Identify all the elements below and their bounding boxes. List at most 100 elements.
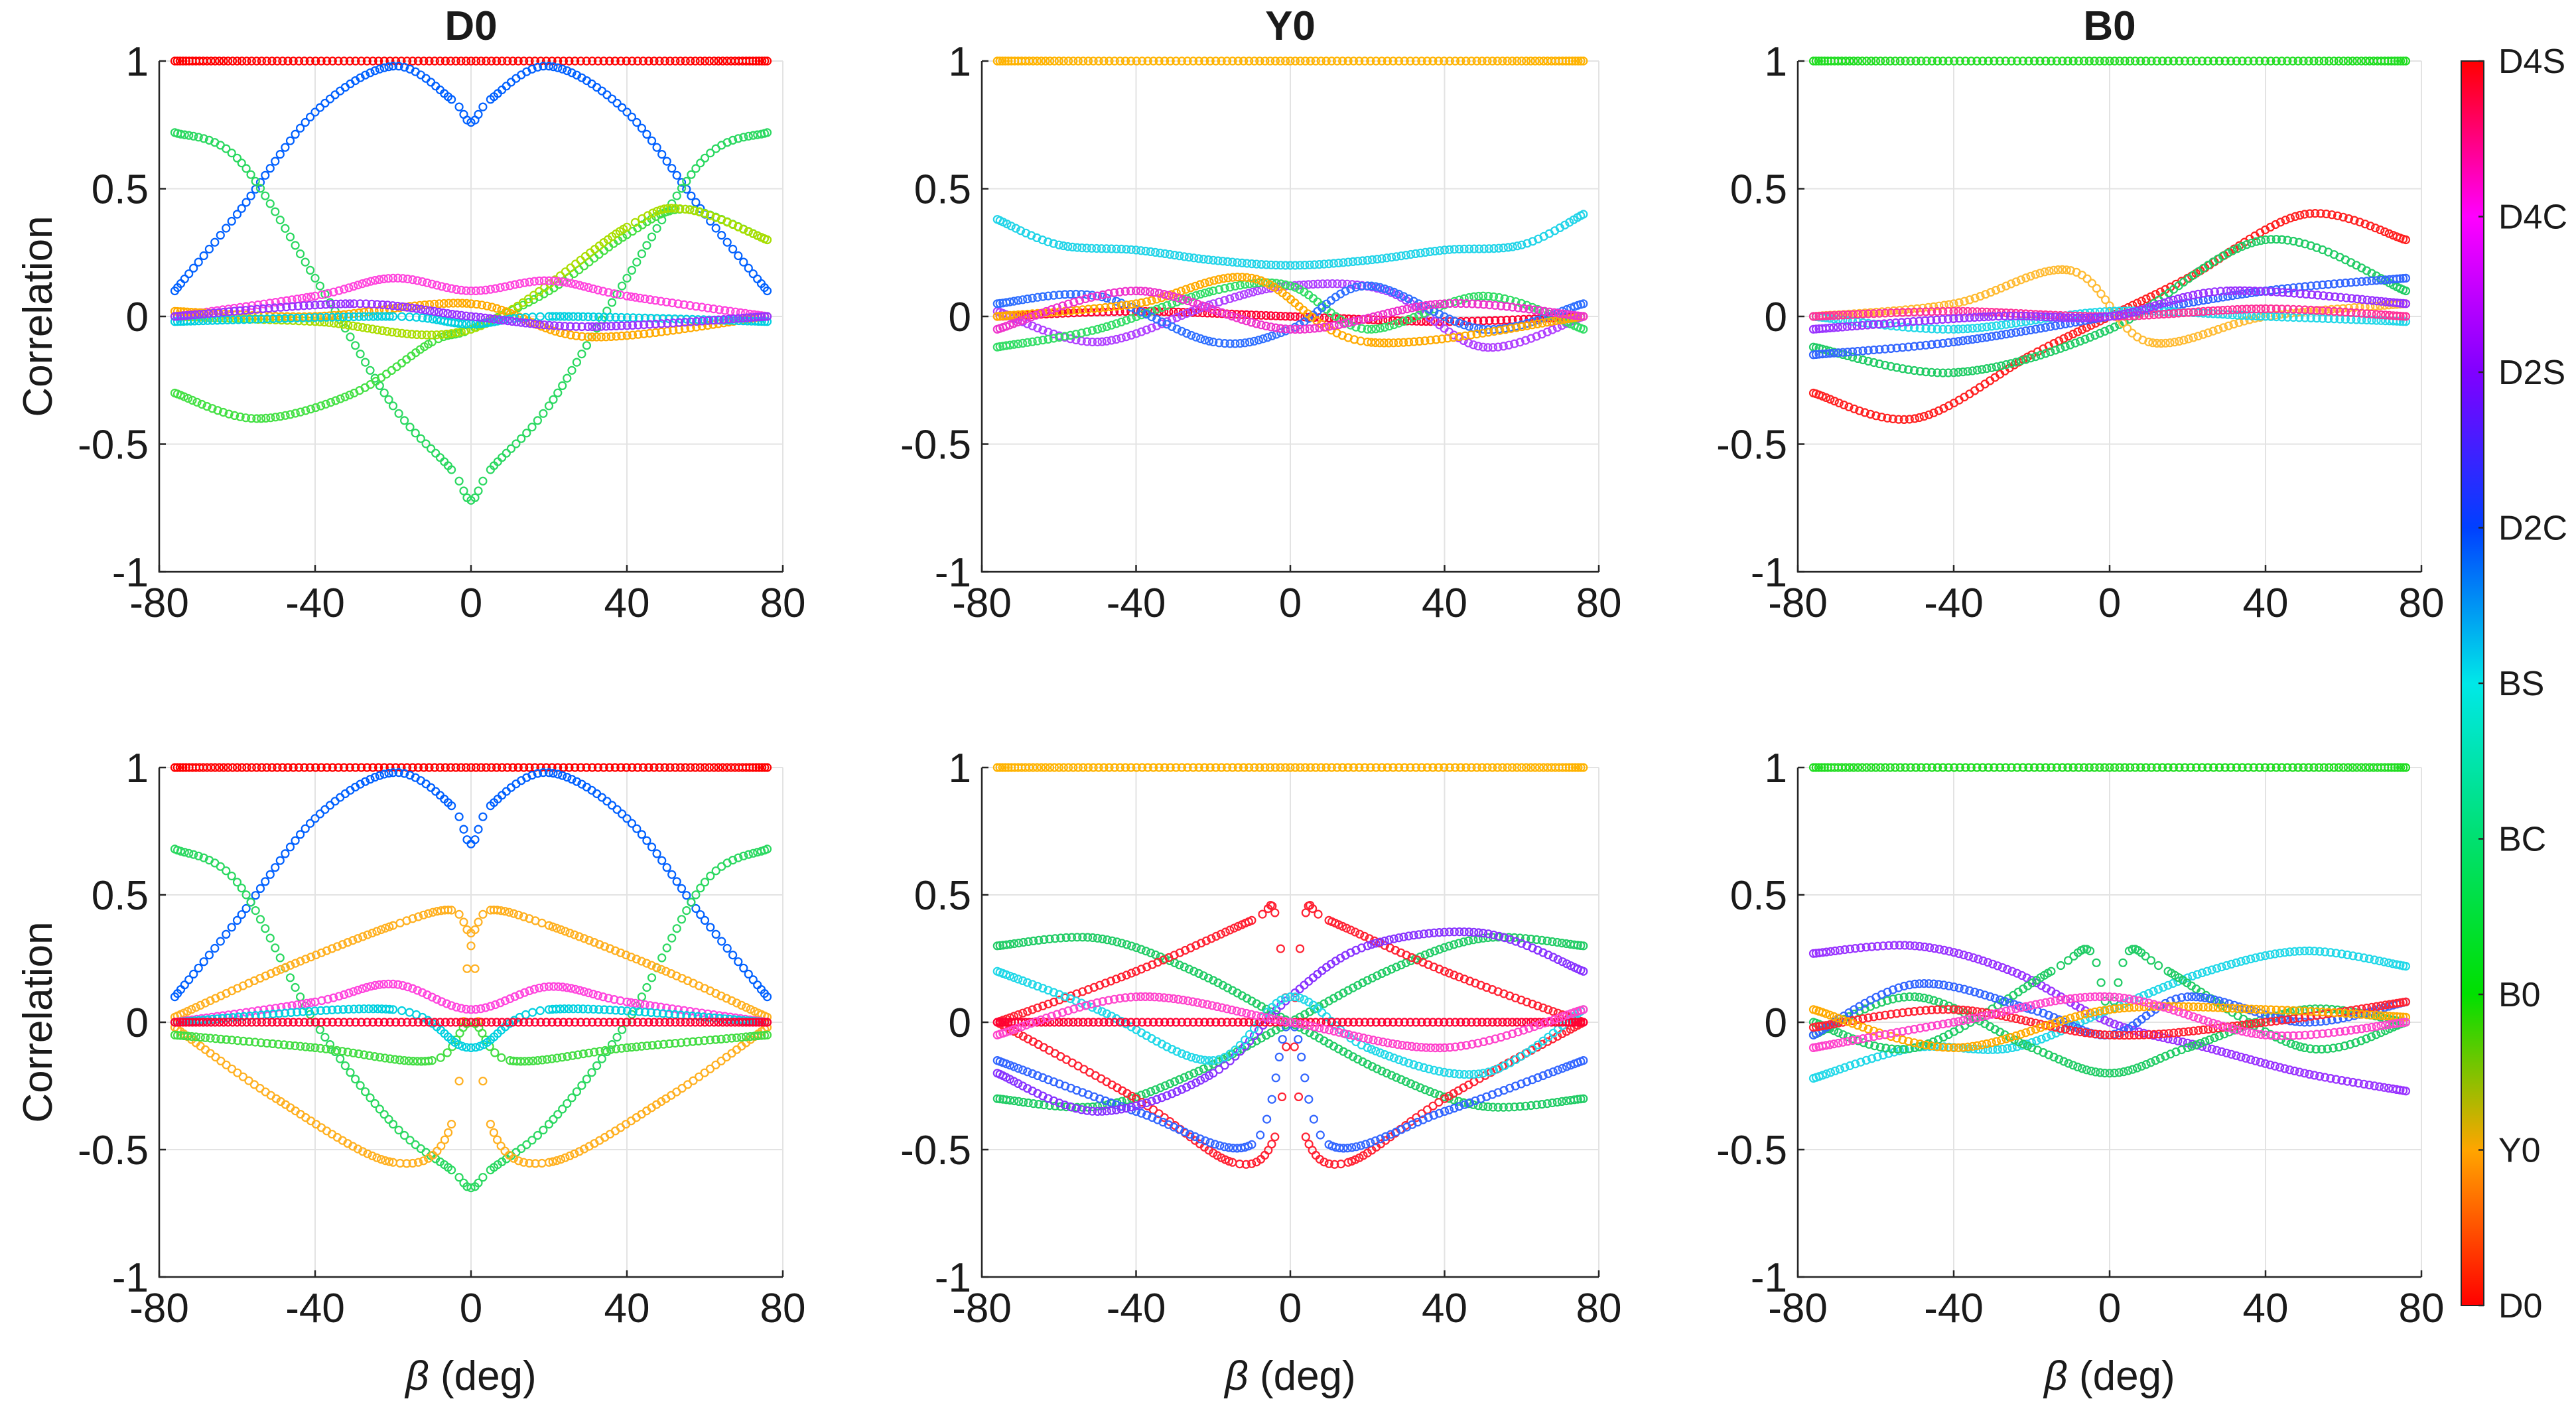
data-point [1829, 323, 1838, 332]
data-point [1808, 312, 1818, 321]
data-point [1528, 999, 1537, 1009]
data-point [2173, 294, 2183, 303]
data-point [1848, 352, 1858, 362]
data-point [456, 763, 466, 772]
data-point [665, 1018, 675, 1027]
data-point [1425, 1087, 1434, 1097]
data-point [995, 763, 1004, 772]
data-point [461, 1018, 471, 1027]
data-point [388, 301, 397, 310]
data-point [2175, 336, 2184, 346]
data-point [1537, 935, 1546, 945]
data-point [1044, 334, 1053, 344]
data-point [705, 1064, 715, 1073]
data-point [1160, 56, 1170, 66]
data-point [627, 265, 637, 275]
data-point [1504, 1103, 1514, 1112]
data-point [237, 159, 246, 168]
data-point [388, 401, 398, 411]
data-point [1479, 291, 1488, 301]
data-point [1281, 1022, 1291, 1032]
data-point [665, 56, 675, 66]
series-5 [992, 278, 1588, 352]
data-point [2213, 306, 2222, 315]
data-point [1392, 252, 1401, 261]
data-point [1276, 311, 1286, 321]
data-point [1949, 368, 1958, 377]
data-point [622, 331, 632, 340]
data-point [1186, 283, 1195, 293]
data-point [1432, 335, 1441, 344]
data-point [1095, 1094, 1105, 1103]
data-point [1233, 988, 1242, 998]
data-point [2061, 342, 2070, 352]
data-point [322, 1018, 332, 1027]
series-2 [992, 210, 1588, 270]
x-tick-label: -40 [1924, 580, 1984, 626]
data-point [1315, 323, 1324, 332]
data-point [191, 1032, 201, 1041]
data-point [256, 1038, 265, 1047]
data-point [300, 763, 309, 772]
data-point [500, 996, 510, 1006]
data-point [628, 763, 637, 772]
data-point [2063, 56, 2072, 66]
data-point [360, 308, 369, 317]
data-point [2062, 265, 2071, 275]
data-point [405, 1136, 415, 1145]
data-point [2184, 308, 2193, 317]
data-point [1167, 322, 1177, 331]
data-point [1034, 935, 1044, 945]
data-point [1542, 936, 1552, 946]
data-point [640, 329, 649, 338]
data-point [548, 1157, 557, 1166]
data-point [332, 1045, 342, 1055]
data-point [1073, 56, 1083, 66]
data-point [210, 1018, 220, 1027]
data-point [247, 56, 256, 66]
data-point [998, 763, 1007, 772]
data-point [202, 763, 212, 772]
data-point [2179, 299, 2189, 308]
data-point [1026, 312, 1036, 322]
data-point [2311, 209, 2320, 218]
data-point [2011, 311, 2021, 320]
data-point [489, 1128, 499, 1137]
data-point [622, 763, 631, 772]
data-point [539, 1125, 548, 1135]
data-point [1148, 56, 1158, 66]
data-point [408, 763, 417, 772]
data-point [1229, 923, 1239, 933]
data-point [363, 324, 372, 333]
data-point [1042, 306, 1051, 316]
data-point [286, 410, 295, 419]
data-point [170, 1018, 180, 1027]
data-point [1517, 240, 1526, 249]
data-point [2339, 56, 2348, 66]
data-point [1253, 286, 1262, 296]
data-point [291, 982, 300, 992]
data-point [2077, 313, 2086, 322]
data-point [741, 1032, 751, 1041]
data-point [592, 1061, 602, 1071]
data-point [265, 870, 275, 879]
data-point [1992, 321, 2001, 330]
data-point [2194, 332, 2203, 341]
data-point [306, 1043, 315, 1052]
panel-title: D0 [444, 3, 497, 49]
data-point [2199, 306, 2208, 316]
data-point [2082, 274, 2092, 283]
data-point [1988, 312, 1998, 321]
data-point [617, 1043, 626, 1053]
data-point [1910, 414, 1919, 423]
data-point [283, 763, 293, 772]
data-point [1412, 302, 1421, 312]
data-point [1060, 290, 1069, 299]
data-point [2293, 56, 2303, 66]
data-point [384, 768, 393, 778]
data-point [1838, 310, 1848, 320]
data-point [1871, 411, 1881, 421]
data-point [2183, 292, 2193, 301]
data-point [199, 251, 208, 261]
data-point [570, 930, 579, 939]
